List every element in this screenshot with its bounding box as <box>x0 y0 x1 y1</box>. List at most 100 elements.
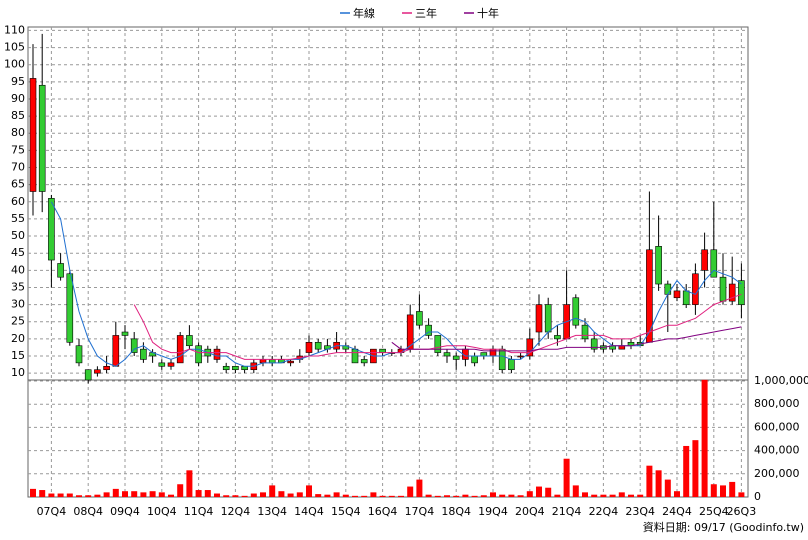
volume-bar <box>600 494 607 497</box>
volume-bar <box>269 485 276 497</box>
y-tick-label: 75 <box>11 143 25 156</box>
volume-bar <box>315 494 322 497</box>
y-tick-label: 65 <box>11 178 25 191</box>
volume-bar <box>425 494 432 497</box>
volume-bar <box>57 493 64 497</box>
volume-bar <box>480 495 487 497</box>
candle-body <box>618 345 626 350</box>
candle-body <box>710 249 718 278</box>
candle-body <box>84 369 92 381</box>
candle-body <box>480 352 488 357</box>
candle-body <box>167 362 175 367</box>
volume-bar <box>536 486 542 497</box>
candle-body <box>259 359 267 364</box>
volume-bar <box>140 492 147 497</box>
x-tick-label: 15Q4 <box>331 505 361 518</box>
volume-bar <box>637 494 644 497</box>
candle-body <box>738 280 745 305</box>
candle-body <box>535 304 543 333</box>
candle-body <box>471 355 478 364</box>
candle-body <box>517 355 524 358</box>
volume-bar <box>508 494 515 497</box>
volume-bar <box>241 495 248 497</box>
y-tick-label: 35 <box>11 280 25 293</box>
candle-body <box>94 369 101 374</box>
volume-bar <box>296 492 303 497</box>
volume-bar <box>674 491 680 497</box>
plot-frame <box>27 26 749 498</box>
candle-body <box>57 263 64 278</box>
y2-tick-label: 600,000 <box>754 420 800 433</box>
y-tick-label: 95 <box>11 75 25 88</box>
x-tick-label: 22Q4 <box>589 505 619 518</box>
y2-tick-label: 1,000,000 <box>754 374 808 387</box>
y-tick-label: 105 <box>4 41 25 54</box>
volume-bar <box>490 492 496 497</box>
y-tick-label: 60 <box>11 195 25 208</box>
volume-bar <box>499 494 506 497</box>
candle-body <box>75 345 83 364</box>
volume-bar <box>526 491 533 497</box>
volume-bar <box>398 495 404 497</box>
volume-bar <box>66 493 73 497</box>
y-tick-label: 55 <box>11 212 25 225</box>
y-tick-label: 110 <box>4 23 25 36</box>
x-tick-label: 08Q4 <box>73 505 103 518</box>
volume-bar <box>186 470 193 497</box>
volume-bar <box>177 484 184 497</box>
candle-body <box>195 345 202 364</box>
candle-body <box>66 273 74 343</box>
x-tick-label: 12Q4 <box>221 505 251 518</box>
candle-body <box>186 335 193 347</box>
x-tick-label: 18Q4 <box>441 505 471 518</box>
ma-line <box>133 293 742 360</box>
volume-bar <box>333 492 340 497</box>
volume-bar <box>158 492 165 497</box>
candle-body <box>572 297 580 326</box>
volume-bar <box>407 486 414 497</box>
candle-body <box>719 276 727 302</box>
volume-bar <box>122 491 128 497</box>
volume-bar <box>545 487 552 497</box>
volume-bar <box>352 495 358 497</box>
y-tick-label: 20 <box>11 332 25 345</box>
volume-bar <box>388 495 395 497</box>
volume-bar <box>729 481 736 497</box>
volume-bar <box>471 495 478 497</box>
y2-tick-label: 200,000 <box>754 467 800 480</box>
candle-body <box>29 78 37 192</box>
candle-body <box>581 324 589 340</box>
volume-bar <box>324 494 331 497</box>
y-tick-label: 100 <box>4 58 25 71</box>
y-tick-label: 80 <box>11 126 25 139</box>
y-tick-label: 30 <box>11 298 25 311</box>
candle-body <box>443 352 451 357</box>
volume-bar <box>554 494 561 497</box>
candle-body <box>692 273 699 305</box>
volume-bar <box>131 491 138 497</box>
volume-bar <box>214 493 220 497</box>
x-tick-label: 25Q4 <box>699 505 729 518</box>
candle-body <box>158 362 166 367</box>
candle-body <box>38 84 46 192</box>
candle-body <box>241 365 248 371</box>
x-tick-label: 14Q4 <box>294 505 324 518</box>
candle-body <box>489 348 497 357</box>
volume-bar <box>306 485 312 497</box>
candle-body <box>434 335 442 353</box>
volume-bar <box>76 495 82 497</box>
volume-bar <box>416 479 423 497</box>
candle-body <box>452 355 460 360</box>
y2-tick-label: 0 <box>754 490 761 503</box>
candle-body <box>682 290 690 305</box>
y-tick-label: 25 <box>11 315 25 328</box>
candle-body <box>232 365 239 371</box>
y2-tick-label: 400,000 <box>754 444 800 457</box>
y-tick-label: 45 <box>11 246 25 259</box>
volume-bar <box>103 492 110 497</box>
volume-bar <box>738 492 745 497</box>
candle-body <box>121 331 129 336</box>
volume-bar <box>85 495 92 497</box>
x-tick-label: 24Q4 <box>662 505 692 518</box>
